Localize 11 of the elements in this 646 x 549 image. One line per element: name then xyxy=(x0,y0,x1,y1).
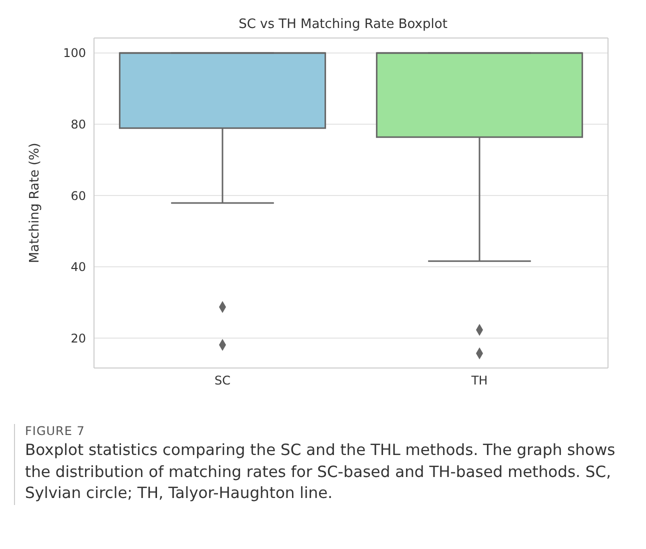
chart-title: SC vs TH Matching Rate Boxplot xyxy=(238,17,448,32)
y-tick-label: 60 xyxy=(70,188,86,203)
y-tick-label: 40 xyxy=(70,260,86,274)
y-axis-title: Matching Rate (%) xyxy=(28,142,43,264)
caption: FIGURE 7 xyxy=(25,424,86,438)
x-tick-label: SC xyxy=(214,374,230,388)
text: Boxplot statistics comparing the SC and the THL methods. The graph shows the distribution of matching rates for SC-based and TH-based methods. SC, Sylvian circle; TH, Talyor-Haughton line. xyxy=(25,440,616,504)
y-tick-label: 80 xyxy=(70,118,86,132)
y-tick-label: 100 xyxy=(63,46,86,60)
x-tick-label: TH xyxy=(470,374,488,388)
y-tick-label: 20 xyxy=(70,331,86,346)
